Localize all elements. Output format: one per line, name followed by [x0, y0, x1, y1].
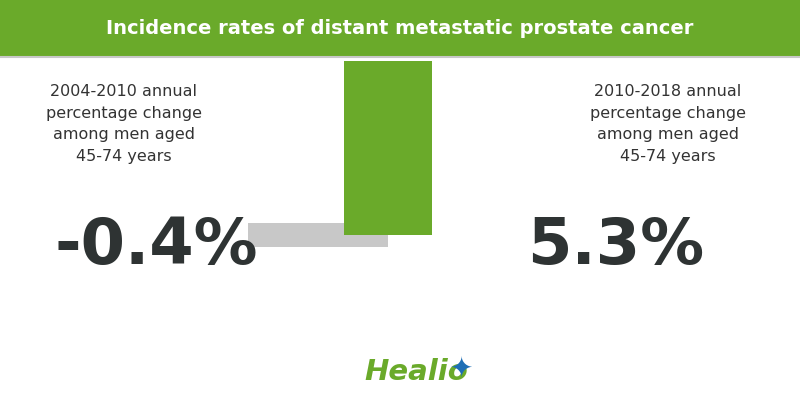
- Text: 5.3%: 5.3%: [527, 215, 705, 277]
- Bar: [344, 61, 432, 235]
- Text: 2010-2018 annual
percentage change
among men aged
45-74 years: 2010-2018 annual percentage change among…: [590, 84, 746, 164]
- Bar: [0, 0, 800, 57]
- Bar: [0, 57, 800, 420]
- Bar: [248, 223, 388, 247]
- Text: Incidence rates of distant metastatic prostate cancer: Incidence rates of distant metastatic pr…: [106, 19, 694, 38]
- Text: Healio: Healio: [364, 358, 468, 386]
- Text: -0.4%: -0.4%: [54, 215, 258, 277]
- Text: ✦: ✦: [450, 355, 474, 383]
- Text: 2004-2010 annual
percentage change
among men aged
45-74 years: 2004-2010 annual percentage change among…: [46, 84, 202, 164]
